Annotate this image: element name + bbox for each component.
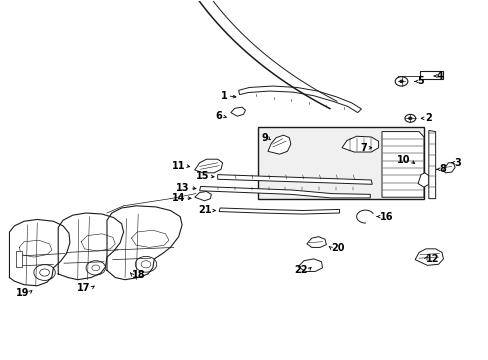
Polygon shape <box>414 249 443 265</box>
Text: 16: 16 <box>379 212 393 221</box>
Polygon shape <box>341 136 378 152</box>
Text: 18: 18 <box>132 270 146 280</box>
Circle shape <box>408 117 411 120</box>
Polygon shape <box>194 192 211 201</box>
Text: 12: 12 <box>425 254 439 264</box>
Polygon shape <box>306 237 326 247</box>
Text: 1: 1 <box>220 91 227 101</box>
Text: 8: 8 <box>439 164 446 174</box>
Text: 17: 17 <box>77 283 91 293</box>
Text: 19: 19 <box>16 288 29 298</box>
Bar <box>16 251 22 267</box>
Text: 20: 20 <box>330 243 344 253</box>
Text: 4: 4 <box>436 71 443 81</box>
Text: 2: 2 <box>424 113 431 123</box>
Polygon shape <box>199 186 369 198</box>
Polygon shape <box>417 173 428 187</box>
Bar <box>258 127 423 199</box>
Text: 6: 6 <box>215 111 222 121</box>
Polygon shape <box>428 131 435 199</box>
Text: 22: 22 <box>294 265 307 275</box>
Text: 11: 11 <box>171 161 184 171</box>
Circle shape <box>399 80 402 82</box>
Bar <box>419 71 443 78</box>
Text: 21: 21 <box>198 206 211 216</box>
Text: 13: 13 <box>176 183 189 193</box>
Text: 15: 15 <box>196 171 209 181</box>
Text: 5: 5 <box>417 76 424 86</box>
Polygon shape <box>298 259 322 271</box>
Polygon shape <box>219 208 339 214</box>
Polygon shape <box>194 159 222 173</box>
Text: 14: 14 <box>171 193 184 203</box>
Text: 3: 3 <box>453 158 460 168</box>
Text: 7: 7 <box>360 143 366 153</box>
Text: 9: 9 <box>261 133 267 143</box>
Polygon shape <box>381 132 423 197</box>
Polygon shape <box>217 175 371 184</box>
Text: 10: 10 <box>396 155 409 165</box>
Polygon shape <box>267 135 290 154</box>
